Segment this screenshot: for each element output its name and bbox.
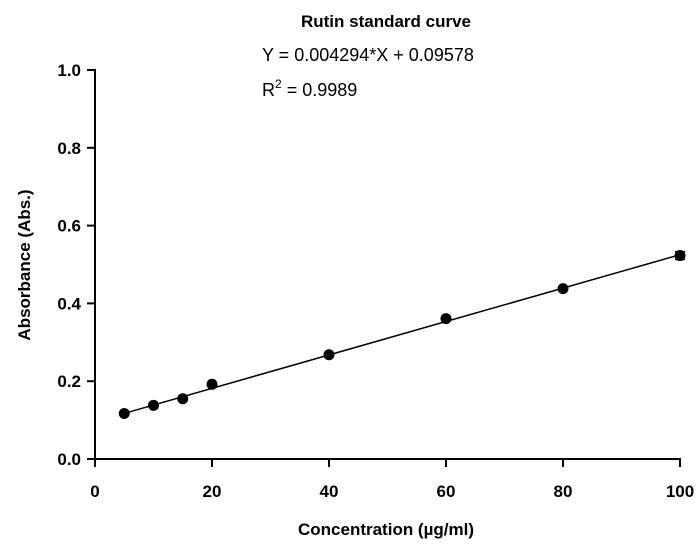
y-tick-label: 0.2 <box>57 372 81 391</box>
r-squared-value: = 0.9989 <box>282 80 358 100</box>
y-tick-label: 1.0 <box>57 61 81 80</box>
y-tick-label: 0.6 <box>57 217 81 236</box>
r-squared-prefix: R <box>262 80 275 100</box>
x-tick-label: 20 <box>203 482 222 501</box>
x-tick-label: 80 <box>554 482 573 501</box>
regression-line <box>124 253 681 415</box>
data-point <box>118 407 130 419</box>
r-squared: R2 = 0.9989 <box>262 77 357 100</box>
y-tick-label: 0.8 <box>57 139 81 158</box>
y-axis-label: Absorbance (Abs.) <box>15 189 34 340</box>
r-squared-exponent: 2 <box>275 77 282 91</box>
y-tick-label: 0.0 <box>57 450 81 469</box>
y-axis-ticks: 0.0 0.2 0.4 0.6 0.8 1.0 <box>57 61 95 469</box>
x-tick-label: 40 <box>320 482 339 501</box>
data-point <box>557 283 569 295</box>
fit-equation: Y = 0.004294*X + 0.09578 <box>262 45 474 65</box>
data-point <box>674 250 686 262</box>
x-tick-label: 60 <box>437 482 456 501</box>
data-point <box>148 399 159 411</box>
y-tick-label: 0.4 <box>57 294 81 313</box>
data-points <box>118 250 686 419</box>
x-axis-ticks: 0 20 40 60 80 100 <box>90 459 694 501</box>
chart-title: Rutin standard curve <box>301 12 471 31</box>
x-tick-label: 0 <box>90 482 99 501</box>
data-point <box>177 393 189 405</box>
data-point <box>440 313 452 325</box>
data-point <box>206 378 218 390</box>
data-point <box>323 349 335 361</box>
x-tick-label: 100 <box>666 482 694 501</box>
x-axis-label: Concentration (µg/ml) <box>298 520 474 539</box>
